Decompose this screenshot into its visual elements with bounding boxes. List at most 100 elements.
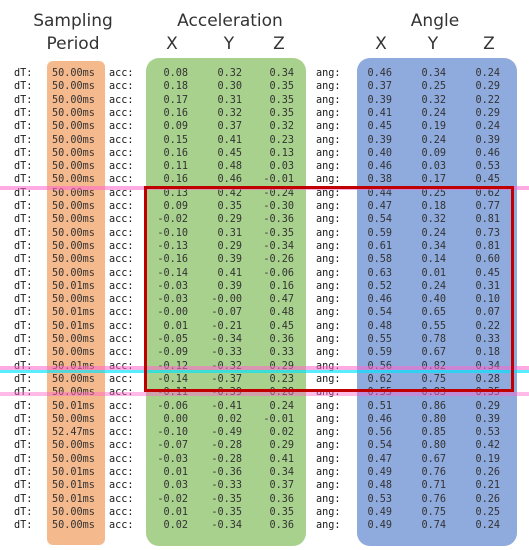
acc-label: acc: xyxy=(109,81,134,93)
ang-z-value: 0.60 xyxy=(475,254,500,266)
ang-z-value: 0.24 xyxy=(475,520,500,532)
acc-x-value: 0.17 xyxy=(163,94,188,106)
acc-z-value: -0.34 xyxy=(263,240,294,252)
ang-x-value: 0.46 xyxy=(367,161,392,173)
ang-x-value: 0.49 xyxy=(367,467,392,478)
dt-value: 50.00ms xyxy=(52,227,95,239)
ang-z-value: 0.21 xyxy=(475,480,500,492)
acc-z-value: -0.26 xyxy=(263,254,294,266)
ang-label: ang: xyxy=(316,68,341,79)
acc-y-value: 0.41 xyxy=(217,267,242,279)
acc-x-value: -0.10 xyxy=(157,227,188,239)
acc-x-value: 0.09 xyxy=(163,121,188,133)
dt-label: dT: xyxy=(14,187,33,199)
ang-y-value: 0.03 xyxy=(421,161,446,173)
ang-label: ang: xyxy=(316,94,341,106)
ang-y-value: 0.86 xyxy=(421,400,446,412)
dt-label: dT: xyxy=(14,280,33,292)
ang-y-value: 0.65 xyxy=(421,307,446,319)
ang-x-value: 0.49 xyxy=(367,506,392,518)
ang-z-value: 0.45 xyxy=(475,267,500,279)
dt-value: 50.01ms xyxy=(52,360,95,372)
acc-x-value: -0.03 xyxy=(157,280,188,292)
ang-z-value: 0.22 xyxy=(475,320,500,332)
header-acc-x: X xyxy=(166,34,178,54)
acc-y-value: 0.31 xyxy=(217,94,242,106)
acc-y-value: -0.49 xyxy=(211,427,242,439)
dt-label: dT: xyxy=(14,214,33,226)
dt-value: 50.01ms xyxy=(52,280,95,292)
ang-x-value: 0.49 xyxy=(367,520,392,532)
acc-y-value: 0.32 xyxy=(217,107,242,119)
acc-y-value: -0.21 xyxy=(211,320,242,332)
acc-z-value: 0.34 xyxy=(269,68,294,79)
dt-label: dT: xyxy=(14,201,33,212)
ang-z-value: 0.46 xyxy=(475,147,500,159)
acc-x-value: -0.11 xyxy=(157,387,188,399)
ang-label: ang: xyxy=(316,174,341,186)
acc-y-value: -0.37 xyxy=(211,373,242,385)
acc-x-value: -0.02 xyxy=(157,493,188,505)
ang-x-value: 0.61 xyxy=(367,240,392,252)
acc-y-value: 0.46 xyxy=(217,174,242,186)
acc-z-value: 0.23 xyxy=(269,134,294,146)
acc-label: acc: xyxy=(109,373,134,385)
ang-y-value: 0.34 xyxy=(421,68,446,79)
ang-x-value: 0.59 xyxy=(367,347,392,359)
acc-x-value: -0.07 xyxy=(157,440,188,452)
ang-x-value: 0.58 xyxy=(367,254,392,266)
acc-z-value: 0.47 xyxy=(269,294,294,306)
ang-z-value: 0.31 xyxy=(475,280,500,292)
ang-label: ang: xyxy=(316,240,341,252)
dt-label: dT: xyxy=(14,107,33,119)
ang-label: ang: xyxy=(316,493,341,505)
ang-x-value: 0.39 xyxy=(367,134,392,146)
acc-y-value: 0.39 xyxy=(217,280,242,292)
acc-y-value: -0.34 xyxy=(211,520,242,532)
ang-y-value: 0.32 xyxy=(421,94,446,106)
ang-y-value: 0.19 xyxy=(421,121,446,133)
dt-label: dT: xyxy=(14,240,33,252)
dt-label: dT: xyxy=(14,440,33,452)
acc-label: acc: xyxy=(109,94,134,106)
ang-label: ang: xyxy=(316,347,341,359)
ang-label: ang: xyxy=(316,81,341,93)
acc-label: acc: xyxy=(109,267,134,279)
ang-x-value: 0.54 xyxy=(367,214,392,226)
ang-z-value: 0.39 xyxy=(475,134,500,146)
acc-z-value: -0.35 xyxy=(263,227,294,239)
dt-value: 52.47ms xyxy=(52,427,95,439)
acc-x-value: 0.15 xyxy=(163,134,188,146)
acc-x-value: 0.13 xyxy=(163,187,188,199)
acc-x-value: -0.13 xyxy=(157,240,188,252)
acc-x-value: 0.03 xyxy=(163,480,188,492)
ang-z-value: 0.18 xyxy=(475,347,500,359)
header-acc-y: Y xyxy=(223,34,235,54)
dt-label: dT: xyxy=(14,373,33,385)
acc-z-value: 0.35 xyxy=(269,94,294,106)
acc-z-value: 0.35 xyxy=(269,506,294,518)
dt-label: dT: xyxy=(14,427,33,439)
ang-x-value: 0.46 xyxy=(367,413,392,425)
ang-y-value: 0.67 xyxy=(421,347,446,359)
dt-value: 50.01ms xyxy=(52,400,95,412)
acc-x-value: 0.18 xyxy=(163,81,188,93)
acc-z-value: 0.36 xyxy=(269,493,294,505)
dt-label: dT: xyxy=(14,400,33,412)
ang-label: ang: xyxy=(316,453,341,465)
ang-label: ang: xyxy=(316,387,341,399)
ang-y-value: 0.80 xyxy=(421,440,446,452)
acc-label: acc: xyxy=(109,347,134,359)
ang-x-value: 0.51 xyxy=(367,400,392,412)
acc-label: acc: xyxy=(109,400,134,412)
ang-label: ang: xyxy=(316,334,341,345)
dt-label: dT: xyxy=(14,307,33,319)
ang-z-value: 0.28 xyxy=(475,373,500,385)
ang-y-value: 0.14 xyxy=(421,254,446,266)
angle-column-background xyxy=(357,58,517,546)
ang-label: ang: xyxy=(316,267,341,279)
ang-y-value: 0.78 xyxy=(421,334,446,345)
dt-label: dT: xyxy=(14,347,33,359)
ang-x-value: 0.47 xyxy=(367,201,392,212)
acc-y-value: 0.39 xyxy=(217,254,242,266)
